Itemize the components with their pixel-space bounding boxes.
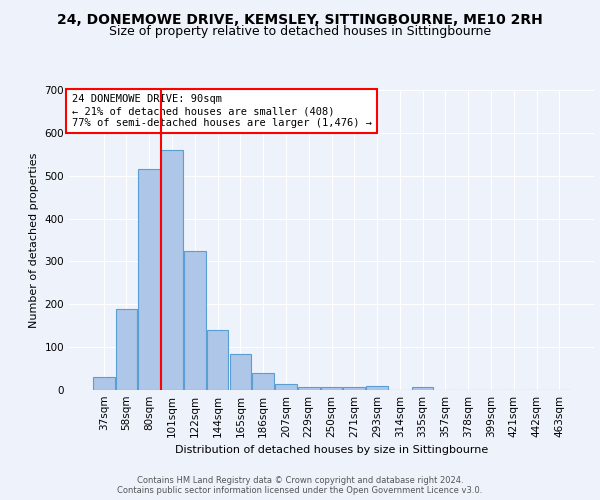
- Text: Size of property relative to detached houses in Sittingbourne: Size of property relative to detached ho…: [109, 25, 491, 38]
- Bar: [161, 150, 183, 390]
- Bar: [93, 377, 115, 390]
- Bar: [116, 308, 137, 390]
- Bar: [343, 386, 365, 390]
- Bar: [207, 330, 229, 390]
- Bar: [139, 170, 160, 390]
- Bar: [253, 373, 274, 390]
- Text: Contains HM Land Registry data © Crown copyright and database right 2024.
Contai: Contains HM Land Registry data © Crown c…: [118, 476, 482, 495]
- Bar: [298, 386, 320, 390]
- Bar: [412, 388, 433, 390]
- Y-axis label: Number of detached properties: Number of detached properties: [29, 152, 39, 328]
- Text: 24, DONEMOWE DRIVE, KEMSLEY, SITTINGBOURNE, ME10 2RH: 24, DONEMOWE DRIVE, KEMSLEY, SITTINGBOUR…: [57, 12, 543, 26]
- Text: 24 DONEMOWE DRIVE: 90sqm
← 21% of detached houses are smaller (408)
77% of semi-: 24 DONEMOWE DRIVE: 90sqm ← 21% of detach…: [71, 94, 371, 128]
- Bar: [184, 250, 206, 390]
- Bar: [230, 354, 251, 390]
- Bar: [366, 386, 388, 390]
- X-axis label: Distribution of detached houses by size in Sittingbourne: Distribution of detached houses by size …: [175, 446, 488, 456]
- Bar: [320, 386, 343, 390]
- Bar: [275, 384, 297, 390]
